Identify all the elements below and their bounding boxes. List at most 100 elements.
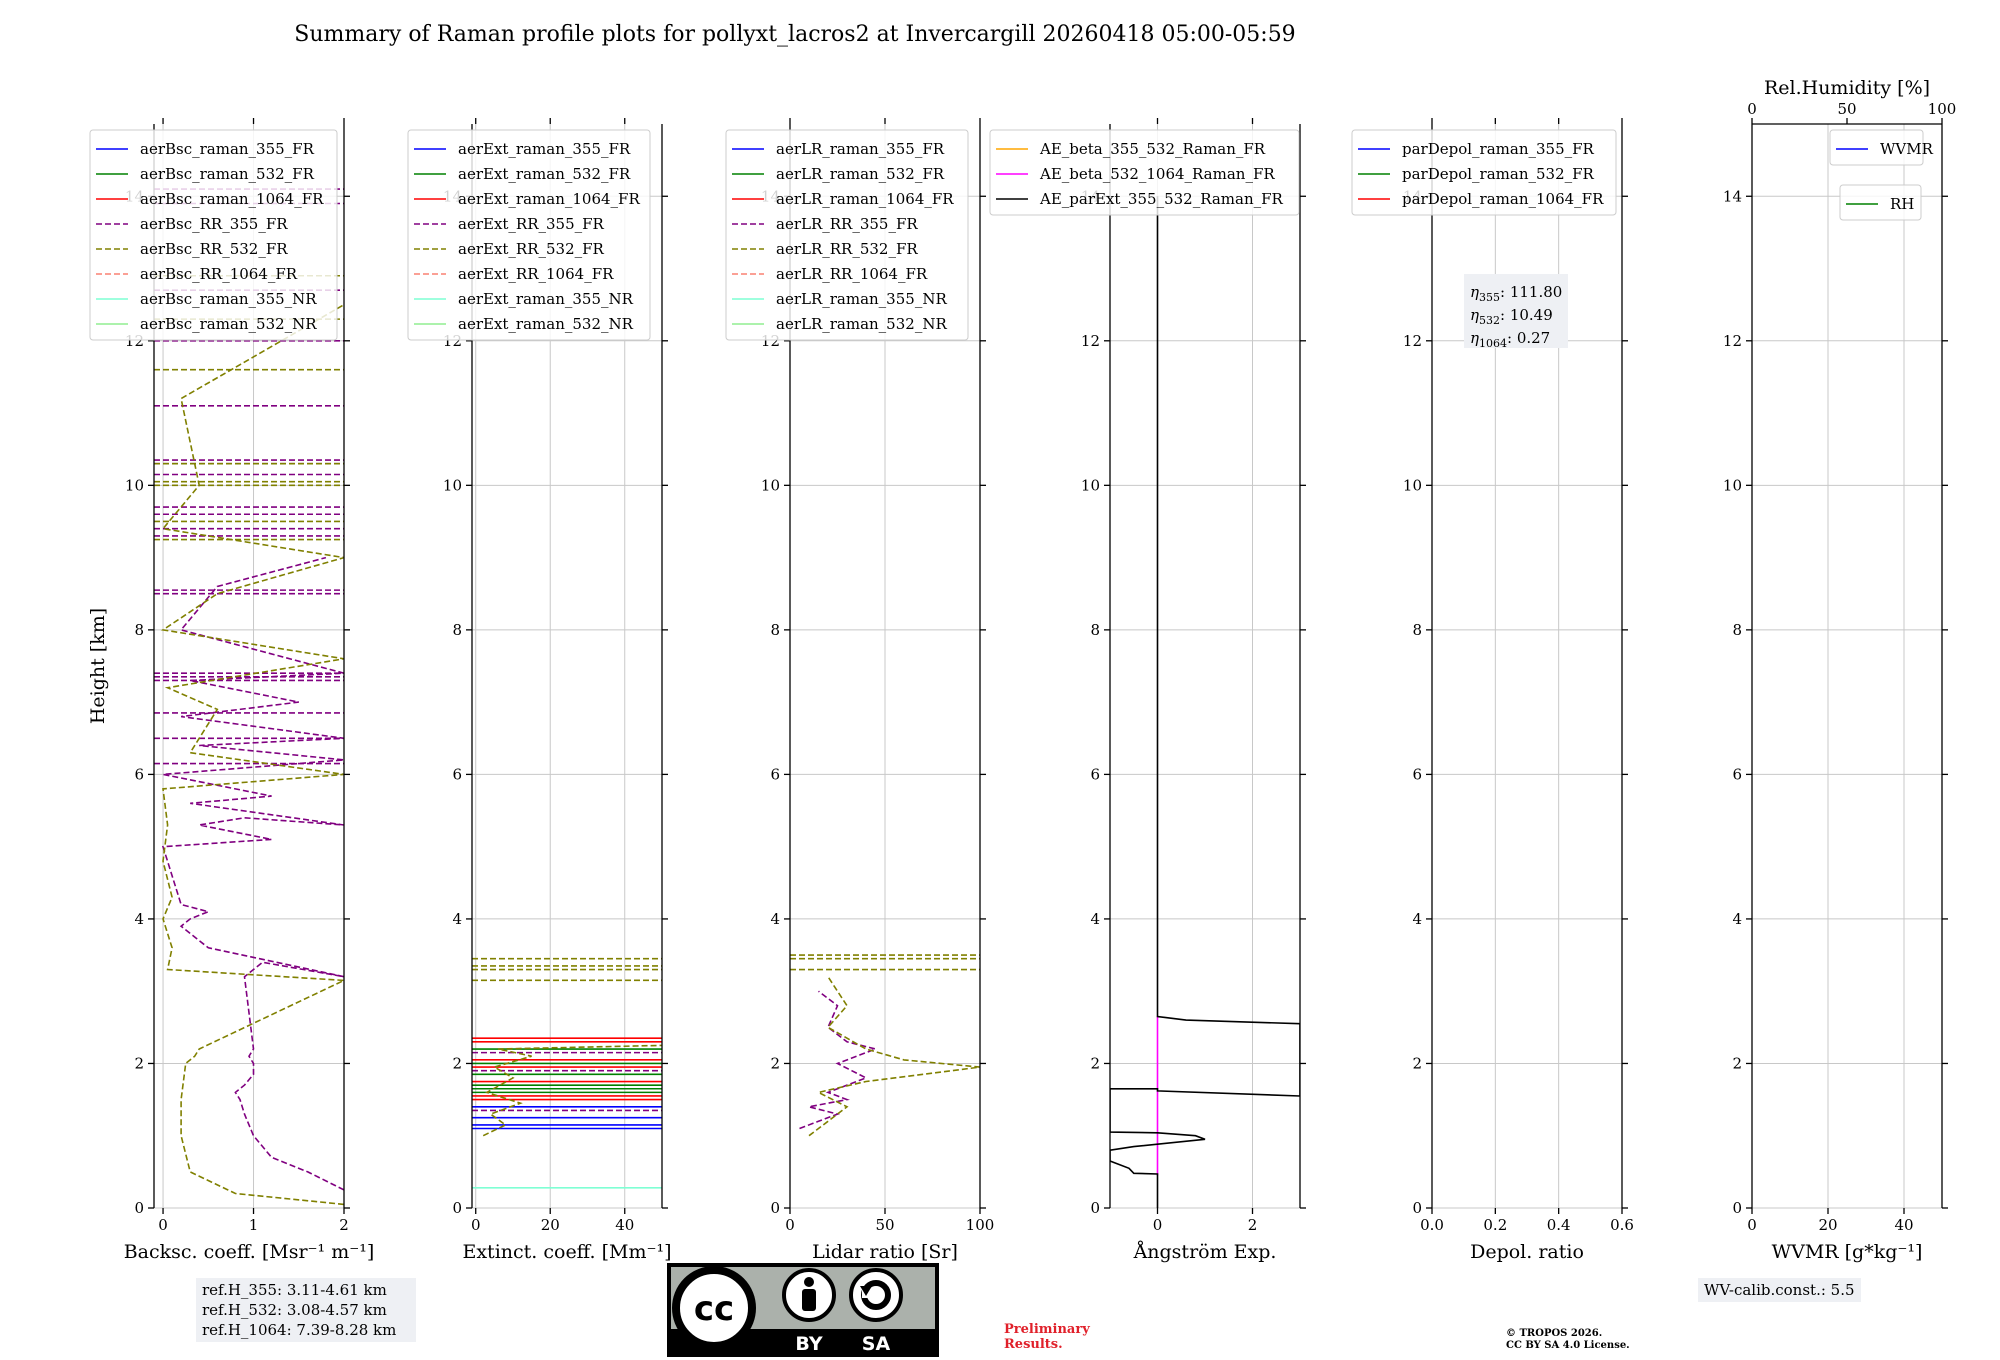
y-tick-label: 8 — [1090, 621, 1100, 639]
y-tick-label: 12 — [1081, 332, 1100, 350]
x-tick-label: 0 — [471, 1216, 481, 1234]
y-tick-label: 12 — [1723, 332, 1742, 350]
legend-label: aerLR_raman_355_NR — [776, 290, 947, 308]
x-axis-label: Depol. ratio — [1470, 1241, 1584, 1263]
y-tick-label: 6 — [134, 765, 144, 783]
y-tick-label: 6 — [452, 765, 462, 783]
y-tick-label: 2 — [1090, 1054, 1100, 1072]
x-axis-label: WVMR [g*kg⁻¹] — [1772, 1241, 1923, 1263]
legend-label: aerBsc_raman_355_NR — [140, 290, 317, 308]
y-tick-label: 12 — [1403, 332, 1422, 350]
series-line — [808, 976, 980, 1137]
y-tick-label: 8 — [452, 621, 462, 639]
share-alike-icon — [849, 1268, 903, 1322]
x-axis-label: Backsc. coeff. [Msr⁻¹ m⁻¹] — [124, 1241, 375, 1263]
ref-height-355: ref.H_355: 3.11-4.61 km — [202, 1281, 387, 1299]
y-tick-label: 8 — [770, 621, 780, 639]
preliminary-note: Preliminary Results. — [1004, 1322, 1090, 1352]
legend-label: parDepol_raman_355_FR — [1402, 140, 1595, 158]
y-tick-label: 10 — [1403, 476, 1422, 494]
eta-value: η532: 10.49 — [1470, 306, 1553, 327]
plot-area — [154, 188, 344, 1206]
chart-panel-1: 02468101214012Backsc. coeff. [Msr⁻¹ m⁻¹]… — [89, 118, 375, 1263]
y-tick-label: 10 — [125, 476, 144, 494]
y-tick-label: 10 — [1723, 476, 1742, 494]
y-tick-label: 0 — [134, 1199, 144, 1217]
top-x-tick-label: 100 — [1928, 100, 1957, 118]
copyright-line-1: © TROPOS 2026. — [1506, 1328, 1603, 1339]
legend-label: aerLR_RR_355_FR — [776, 215, 918, 233]
wv-calib-box: WV-calib.const.: 5.5 — [1698, 1278, 1861, 1302]
legend-box — [989, 129, 1300, 216]
x-tick-label: 0.4 — [1547, 1216, 1571, 1234]
legend: parDepol_raman_355_FR parDepol_raman_532_… — [1351, 129, 1617, 216]
x-tick-label: 0 — [1153, 1216, 1163, 1234]
x-tick-label: 0.2 — [1483, 1216, 1507, 1234]
x-tick-label: 2 — [1248, 1216, 1258, 1234]
y-tick-label: 4 — [1090, 910, 1100, 928]
figure-title: Summary of Raman profile plots for polly… — [294, 22, 1296, 47]
y-tick-label: 8 — [1412, 621, 1422, 639]
x-tick-label: 40 — [615, 1216, 634, 1234]
legend-box — [1829, 129, 1924, 166]
legend: WVMR — [1829, 129, 1934, 166]
plot-area — [1110, 196, 1300, 1208]
legend-label: aerLR_raman_532_FR — [776, 165, 945, 183]
y-tick-label: 2 — [1732, 1054, 1742, 1072]
y-tick-label: 10 — [443, 476, 462, 494]
x-tick-label: 0.0 — [1420, 1216, 1444, 1234]
legend-label: aerLR_raman_532_NR — [776, 315, 947, 333]
legend-label: aerExt_raman_532_NR — [458, 315, 634, 333]
legend-box — [407, 129, 651, 341]
series-line — [799, 990, 879, 1130]
plot-area — [472, 957, 662, 1189]
x-tick-label: 2 — [339, 1216, 349, 1234]
x-axis-label: Lidar ratio [Sr] — [812, 1241, 958, 1263]
x-tick-label: 0 — [1747, 1216, 1757, 1234]
ref-height-1064: ref.H_1064: 7.39-8.28 km — [202, 1321, 397, 1339]
y-tick-label: 2 — [770, 1054, 780, 1072]
legend-label: aerExt_raman_532_FR — [458, 165, 631, 183]
legend-label: aerBsc_RR_532_FR — [140, 240, 288, 258]
y-tick-label: 8 — [1732, 621, 1742, 639]
eta-value: η355: 111.80 — [1470, 283, 1562, 304]
preliminary-line-1: Preliminary — [1004, 1322, 1090, 1337]
copyright-line-2: CC BY SA 4.0 License. — [1506, 1340, 1630, 1351]
y-tick-label: 0 — [1732, 1199, 1742, 1217]
ref-height-532: ref.H_532: 3.08-4.57 km — [202, 1301, 387, 1319]
eta-value: η1064: 0.27 — [1470, 329, 1550, 350]
y-tick-label: 0 — [770, 1199, 780, 1217]
x-tick-label: 1 — [249, 1216, 259, 1234]
legend-label: AE_parExt_355_532_Raman_FR — [1039, 190, 1284, 208]
x-tick-label: 20 — [541, 1216, 560, 1234]
legend-label: aerLR_RR_532_FR — [776, 240, 918, 258]
y-tick-label: 6 — [1732, 765, 1742, 783]
chart-panel-2: 0246810121402040Extinct. coeff. [Mm⁻¹]ae… — [407, 118, 672, 1263]
x-tick-label: 0 — [785, 1216, 795, 1234]
legend: aerBsc_raman_355_FR aerBsc_raman_532_FRae… — [89, 129, 338, 341]
top-x-tick-label: 0 — [1747, 100, 1757, 118]
chart-panel-4: 0246810121402Ångström Exp.AE_beta_355_53… — [989, 118, 1306, 1263]
legend-label: aerBsc_raman_532_FR — [140, 165, 315, 183]
y-tick-label: 2 — [452, 1054, 462, 1072]
plot-area — [790, 954, 980, 1137]
copyright-note: © TROPOS 2026. CC BY SA 4.0 License. — [1506, 1328, 1630, 1352]
cc-by-sa-badge: cc BY SA — [667, 1263, 939, 1357]
cc-sa-label: SA — [862, 1333, 891, 1355]
y-tick-label: 0 — [452, 1199, 462, 1217]
legend-box — [1839, 184, 1922, 221]
y-tick-label: 4 — [1412, 910, 1422, 928]
legend-label: aerLR_raman_1064_FR — [776, 190, 954, 208]
y-tick-label: 0 — [1412, 1199, 1422, 1217]
x-tick-label: 0 — [158, 1216, 168, 1234]
legend-label: parDepol_raman_532_FR — [1402, 165, 1595, 183]
series-line — [1110, 196, 1300, 1208]
legend: aerExt_raman_355_FR aerExt_raman_532_FRae… — [407, 129, 651, 341]
y-tick-label: 14 — [1723, 187, 1742, 205]
cc-by-label: BY — [795, 1333, 822, 1355]
reference-height-box: ref.H_355: 3.11-4.61 km ref.H_532: 3.08-… — [196, 1278, 416, 1342]
y-tick-label: 4 — [452, 910, 462, 928]
